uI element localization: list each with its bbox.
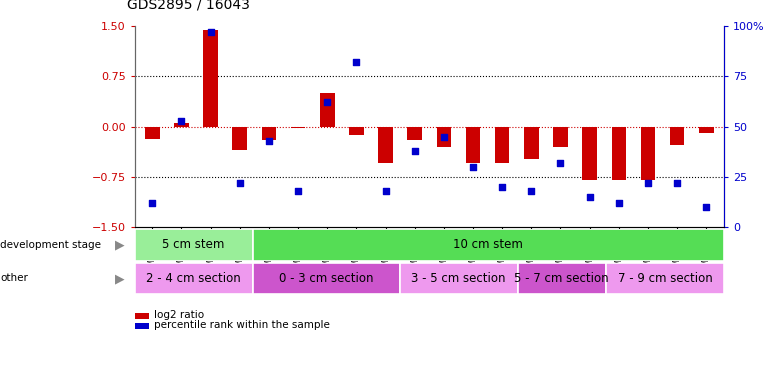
Point [321,99,333,105]
Point [437,134,450,140]
Bar [262,127,276,140]
Bar [400,262,517,294]
Point [409,148,421,154]
Bar [670,127,685,145]
Text: other: other [0,273,28,284]
Point [176,117,188,123]
Text: 10 cm stem: 10 cm stem [454,238,523,251]
Text: 3 - 5 cm section: 3 - 5 cm section [411,272,506,285]
Bar [495,127,510,164]
Point [613,200,625,206]
Bar [291,127,306,128]
Text: GDS2895 / 16043: GDS2895 / 16043 [127,0,250,11]
Point [496,184,508,190]
Bar [524,127,539,159]
Text: 5 - 7 cm section: 5 - 7 cm section [514,272,609,285]
Bar [466,127,480,164]
Point [467,164,479,170]
Point [263,138,275,144]
Point [233,180,246,186]
Point [146,200,159,206]
Point [380,188,392,194]
Bar [145,127,159,139]
Text: ▶: ▶ [115,238,124,251]
Text: percentile rank within the sample: percentile rank within the sample [154,321,330,330]
Bar [517,262,606,294]
Text: 0 - 3 cm section: 0 - 3 cm section [279,272,373,285]
Bar [253,262,400,294]
Bar [174,123,189,127]
Point [292,188,304,194]
Text: log2 ratio: log2 ratio [154,310,204,320]
Bar [553,127,567,147]
Point [204,29,216,35]
Bar [349,127,363,135]
Bar [233,127,247,150]
Point [700,204,712,210]
Text: development stage: development stage [0,240,101,250]
Point [350,59,363,65]
Bar [378,127,393,164]
Bar [606,262,724,294]
Point [584,194,596,200]
Point [554,160,567,166]
Bar [611,127,626,180]
Bar [641,127,655,180]
Bar [407,127,422,140]
Text: 7 - 9 cm section: 7 - 9 cm section [618,272,712,285]
Text: ▶: ▶ [115,272,124,285]
Bar [437,127,451,147]
Text: 5 cm stem: 5 cm stem [162,238,225,251]
Bar [699,127,714,133]
Bar [253,229,724,261]
Bar [135,262,253,294]
Point [642,180,654,186]
Point [525,188,537,194]
Bar [135,229,253,261]
Text: 2 - 4 cm section: 2 - 4 cm section [146,272,241,285]
Bar [320,93,334,127]
Bar [582,127,597,180]
Point [671,180,683,186]
Bar [203,30,218,127]
